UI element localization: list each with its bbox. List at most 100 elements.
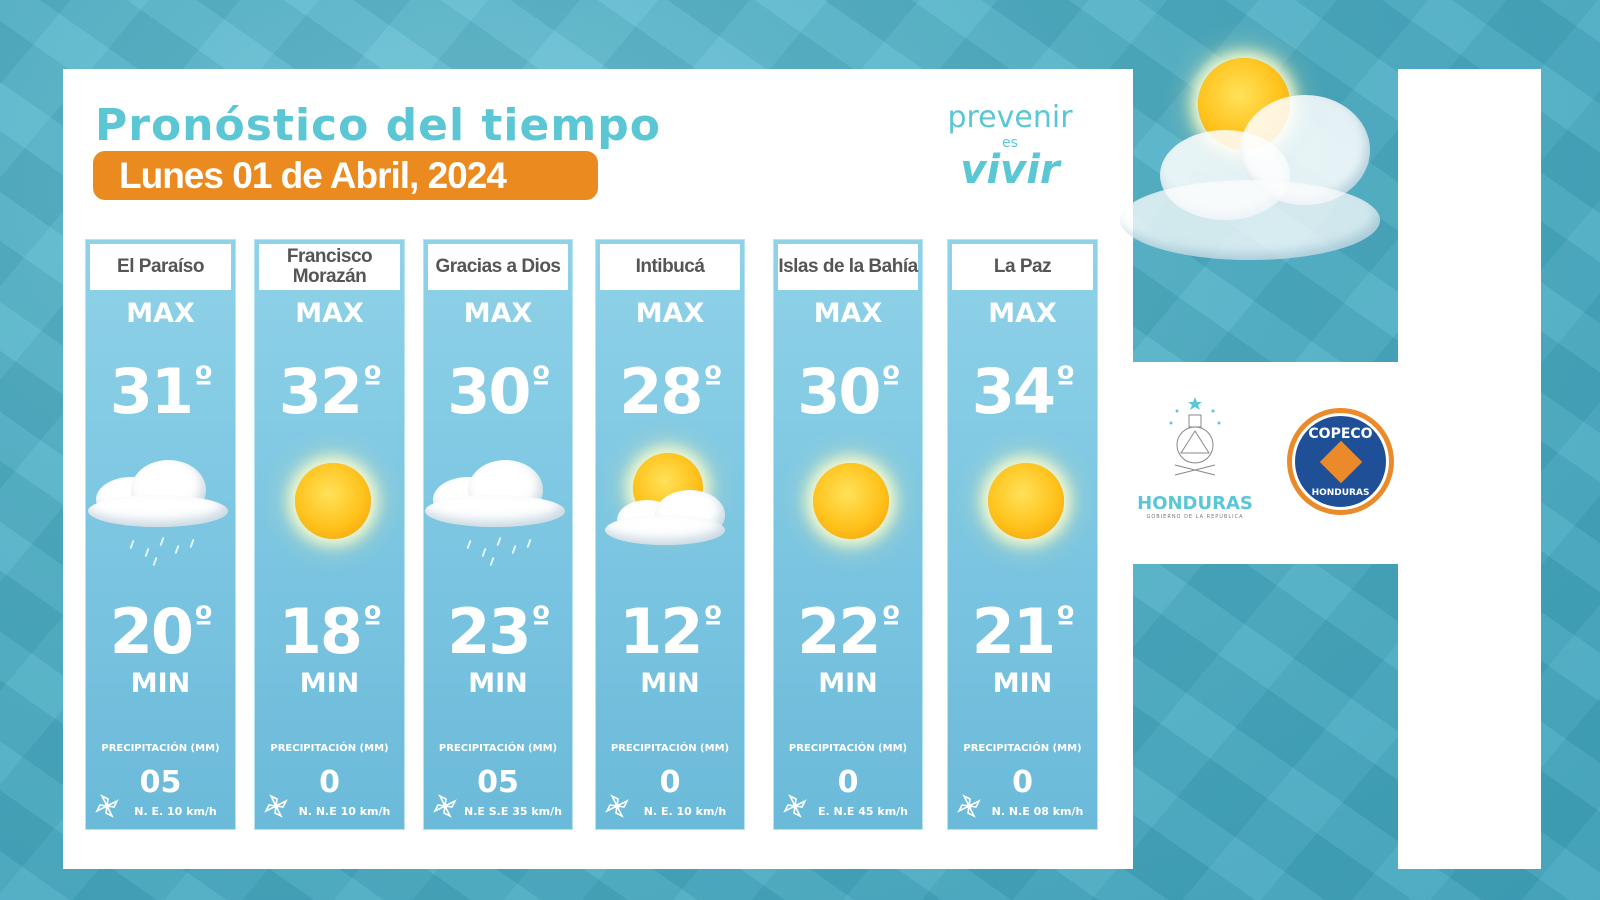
wind-info: N. E. 10 km/h	[134, 805, 217, 818]
wind-pinwheel-icon	[605, 794, 629, 818]
logo-line1: prevenir	[947, 100, 1073, 135]
logo-line3: vivir	[960, 147, 1060, 193]
wind-pinwheel-icon	[264, 794, 288, 818]
min-temp-value: 22	[797, 595, 881, 668]
cloud-rain-icon	[86, 445, 236, 567]
max-temp-value: 31	[109, 355, 194, 428]
max-temp: 28º	[596, 355, 744, 428]
wind-pinwheel-icon	[433, 794, 457, 818]
wind-info: N. N.E 10 km/h	[298, 805, 391, 818]
min-temp-value: 20	[109, 595, 194, 668]
min-label: MIN	[468, 668, 528, 699]
min-temp-value: 23	[447, 595, 531, 668]
max-temp-value: 30	[447, 355, 531, 428]
forecast-card: Gracias a Dios MAX 30º 23º MIN PRECIPITA…	[423, 239, 573, 830]
wind-pinwheel-icon	[957, 794, 981, 818]
min-temp: 20º	[86, 595, 235, 668]
max-temp-value: 30	[797, 355, 881, 428]
honduras-wordmark: HONDURAS	[1137, 493, 1253, 514]
max-temp: 31º	[86, 355, 235, 428]
degree-symbol: º	[531, 360, 551, 400]
max-temp: 32º	[255, 355, 404, 428]
max-label: MAX	[635, 298, 705, 329]
forecast-card: La Paz MAX 34º 21º MIN PRECIPITACIÓN (MM…	[947, 239, 1098, 830]
degree-symbol: º	[881, 360, 901, 400]
department-name: La Paz	[952, 244, 1093, 290]
sun-cloud-hero-icon	[1120, 40, 1400, 270]
precip-label: PRECIPITACIÓN (MM)	[101, 743, 220, 754]
min-label: MIN	[640, 668, 700, 699]
max-temp-value: 34	[971, 355, 1056, 428]
max-temp: 34º	[948, 355, 1097, 428]
sun-icon	[773, 445, 923, 565]
min-temp-value: 18	[278, 595, 363, 668]
min-temp: 22º	[774, 595, 922, 668]
forecast-card: Islas de la Bahía MAX 30º 22º MIN PRECIP…	[773, 239, 923, 830]
degree-symbol: º	[194, 360, 213, 400]
precip-label: PRECIPITACIÓN (MM)	[788, 743, 908, 754]
precip-label: PRECIPITACIÓN (MM)	[438, 743, 558, 754]
date-badge: Lunes 01 de Abril, 2024	[93, 151, 598, 200]
degree-symbol: º	[363, 360, 382, 400]
copeco-subtitle: HONDURAS	[1311, 488, 1370, 498]
min-label: MIN	[299, 668, 360, 699]
max-label: MAX	[126, 298, 195, 329]
degree-symbol: º	[363, 600, 382, 640]
min-temp-value: 21	[971, 595, 1056, 668]
precip-value: 0	[1012, 765, 1033, 800]
cloud-rain-icon	[423, 445, 573, 567]
coat-of-arms-icon	[1169, 397, 1221, 476]
department-name: Gracias a Dios	[428, 244, 568, 290]
min-label: MIN	[992, 668, 1053, 699]
sun-cloud-icon	[595, 445, 745, 565]
min-temp: 12º	[596, 595, 744, 668]
honduras-government-logo: HONDURAS GOBIERNO DE LA REPÚBLICA	[1135, 395, 1255, 520]
min-temp: 21º	[948, 595, 1097, 668]
department-name: Islas de la Bahía	[778, 244, 918, 290]
precip-value: 0	[319, 765, 340, 800]
min-temp: 18º	[255, 595, 404, 668]
department-name: El Paraíso	[90, 244, 231, 290]
max-label: MAX	[988, 298, 1057, 329]
forecast-card: Francisco Morazán MAX 32º 18º MIN PRECIP…	[254, 239, 405, 830]
min-temp: 23º	[424, 595, 572, 668]
precip-value: 0	[837, 765, 859, 800]
degree-symbol: º	[194, 600, 213, 640]
degree-symbol: º	[881, 600, 901, 640]
prevenir-es-vivir-logo: prevenir es vivir	[930, 100, 1090, 193]
max-temp-value: 28	[619, 355, 703, 428]
degree-symbol: º	[1056, 600, 1075, 640]
min-label: MIN	[818, 668, 878, 699]
precip-label: PRECIPITACIÓN (MM)	[270, 743, 389, 754]
sun-icon	[255, 445, 405, 565]
min-temp-value: 12	[619, 595, 703, 668]
honduras-subtitle: GOBIERNO DE LA REPÚBLICA	[1146, 514, 1244, 520]
max-label: MAX	[295, 298, 364, 329]
max-label: MAX	[463, 298, 533, 329]
max-temp: 30º	[424, 355, 572, 428]
degree-symbol: º	[703, 600, 723, 640]
forecast-card: Intibucá MAX 28º 12º MIN PRECIPITACIÓN (…	[595, 239, 745, 830]
max-temp-value: 32	[278, 355, 363, 428]
wind-pinwheel-icon	[95, 794, 119, 818]
max-label: MAX	[813, 298, 883, 329]
precip-value: 05	[139, 765, 182, 800]
precip-label: PRECIPITACIÓN (MM)	[610, 743, 730, 754]
department-name: Francisco Morazán	[259, 244, 400, 290]
sun-icon	[948, 445, 1098, 565]
wind-info: E. N.E 45 km/h	[817, 805, 908, 818]
max-temp: 30º	[774, 355, 922, 428]
wind-pinwheel-icon	[783, 794, 807, 818]
degree-symbol: º	[531, 600, 551, 640]
logo-line2: es	[1002, 135, 1018, 151]
wind-info: N. E. 10 km/h	[643, 805, 727, 818]
degree-symbol: º	[703, 360, 723, 400]
copeco-logo: COPECO HONDURAS	[1287, 408, 1394, 515]
precip-value: 05	[477, 765, 519, 800]
page-title: Pronóstico del tiempo	[95, 100, 661, 151]
degree-symbol: º	[1056, 360, 1075, 400]
h-right-bar	[1398, 69, 1541, 869]
precip-value: 0	[659, 765, 681, 800]
copeco-wordmark: COPECO	[1308, 426, 1373, 442]
precip-label: PRECIPITACIÓN (MM)	[963, 743, 1082, 754]
